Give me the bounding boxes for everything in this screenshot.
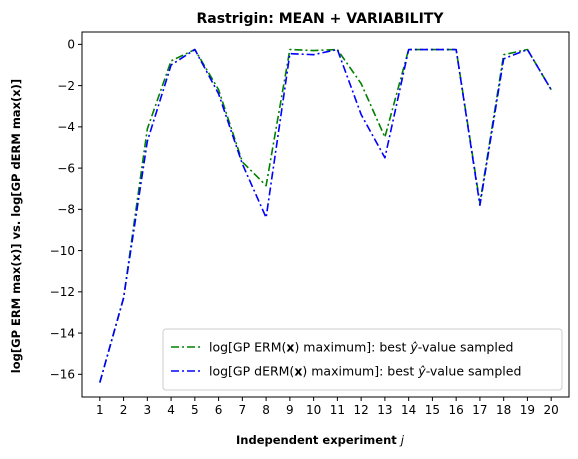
legend-label-part: ŷ [409,340,418,355]
y-tick-label: −14 [50,326,75,340]
x-tick-label: 10 [306,403,321,417]
chart-title: Rastrigin: MEAN + VARIABILITY [197,11,445,27]
x-tick-label: 14 [401,403,416,417]
x-axis-title-variable: j [399,433,405,447]
plot-area: 1 2 3 4 5 6 7 8 9 10 11 12 13 14 15 16 17 18 19 200−2−4−6−8… [50,31,570,417]
y-tick-label: −10 [50,244,75,258]
legend-label-part: log[GP dERM( [209,364,294,379]
y-tick-label: 0 [67,38,75,52]
x-tick-label: 15 [425,403,440,417]
legend-label-part: x [286,340,294,355]
x-tick-label: 3 [144,403,152,417]
y-tick-label: −6 [57,161,75,175]
x-tick-label: 4 [167,403,175,417]
x-tick-label: 18 [496,403,511,417]
x-tick-label: 2 [120,403,128,417]
y-tick-label: −12 [50,285,75,299]
legend-label-part: ) maximum]: best [294,340,410,355]
legend-box [162,328,563,391]
x-tick-label: 1 [96,403,104,417]
x-axis-title: Independent experiment j [236,433,405,447]
x-tick-label: 8 [262,403,270,417]
x-tick-label: 6 [215,403,223,417]
legend-label-2: log[GP dERM(x) maximum]: best ŷ-value sa… [209,364,521,379]
y-tick-label: −2 [57,79,75,93]
legend-label-part: ŷ [417,364,426,379]
x-tick-label: 16 [449,403,464,417]
x-axis-title-text: Independent experiment [236,433,397,447]
y-tick-label: −8 [57,203,75,217]
x-tick-label: 7 [239,403,247,417]
legend-label-part: ) maximum]: best [302,364,418,379]
y-axis-title: log[GP ERM max(x)] vs. log[GP dERM max(x… [9,79,23,373]
legend-label-1: log[GP ERM(x) maximum]: best ŷ-value sam… [209,340,513,355]
axes-frame [81,31,570,398]
x-tick-label: 12 [353,403,368,417]
y-tick-label: −4 [57,120,75,134]
x-tick-label: 19 [520,403,535,417]
legend-label-part: log[GP ERM( [209,340,286,355]
x-tick-label: 11 [330,403,345,417]
series-line-2 [99,48,552,383]
x-tick-label: 20 [544,403,559,417]
legend: log[GP ERM(x) maximum]: best ŷ-value sam… [162,328,563,391]
legend-label-part: -value sampled [418,340,514,355]
x-tick-label: 17 [472,403,487,417]
legend-label-part: -value sampled [426,364,522,379]
x-tick-label: 13 [377,403,392,417]
x-tick-label: 5 [191,403,199,417]
y-tick-label: −16 [50,368,75,382]
legend-label-part: x [294,364,302,379]
x-tick-label: 9 [286,403,294,417]
